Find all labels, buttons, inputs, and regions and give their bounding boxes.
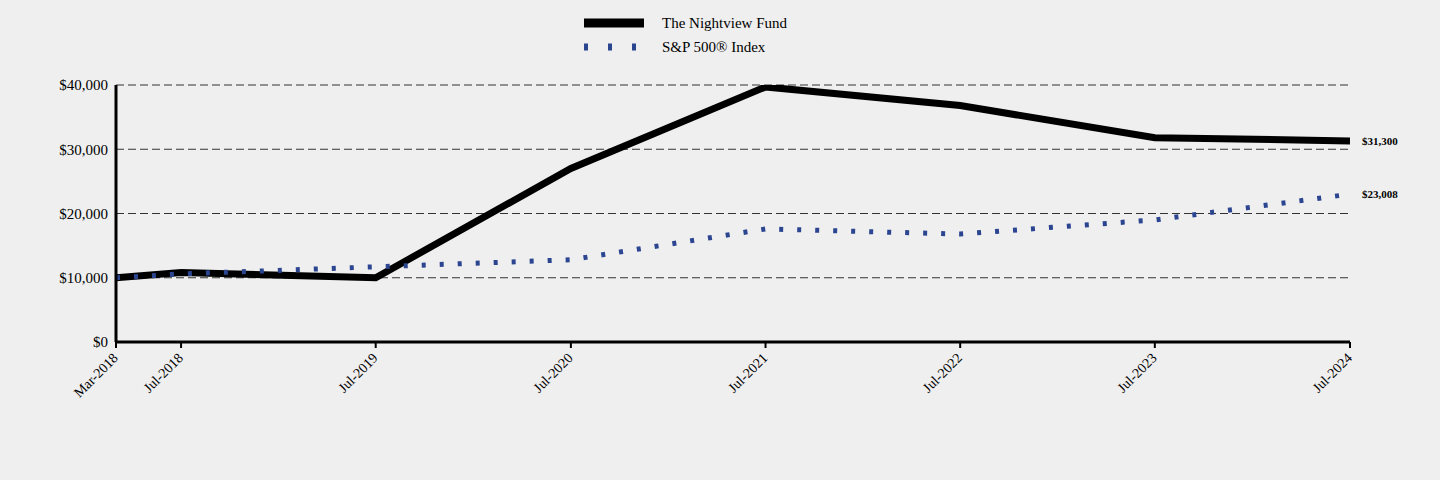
svg-text:$0: $0 — [93, 334, 108, 350]
svg-text:Jul-2019: Jul-2019 — [335, 350, 380, 395]
svg-text:$23,008: $23,008 — [1362, 188, 1398, 200]
svg-text:Jul-2021: Jul-2021 — [725, 350, 770, 395]
svg-text:$20,000: $20,000 — [59, 206, 108, 222]
svg-text:$31,300: $31,300 — [1362, 135, 1398, 147]
svg-text:Jul-2023: Jul-2023 — [1115, 350, 1160, 395]
svg-text:$10,000: $10,000 — [59, 270, 108, 286]
svg-text:Jul-2020: Jul-2020 — [531, 350, 576, 395]
html-text:The Nightview Fund: The Nightview Fund — [662, 14, 787, 31]
svg-text:Mar-2018: Mar-2018 — [71, 350, 121, 400]
html-text:S&P 500® Index: S&P 500® Index — [662, 38, 766, 55]
svg-text:Jul-2022: Jul-2022 — [920, 350, 965, 395]
svg-text:Jul-2018: Jul-2018 — [141, 350, 186, 395]
svg-text:Jul-2024: Jul-2024 — [1310, 350, 1355, 395]
svg-text:$30,000: $30,000 — [59, 142, 108, 158]
svg-text:$40,000: $40,000 — [59, 77, 108, 93]
